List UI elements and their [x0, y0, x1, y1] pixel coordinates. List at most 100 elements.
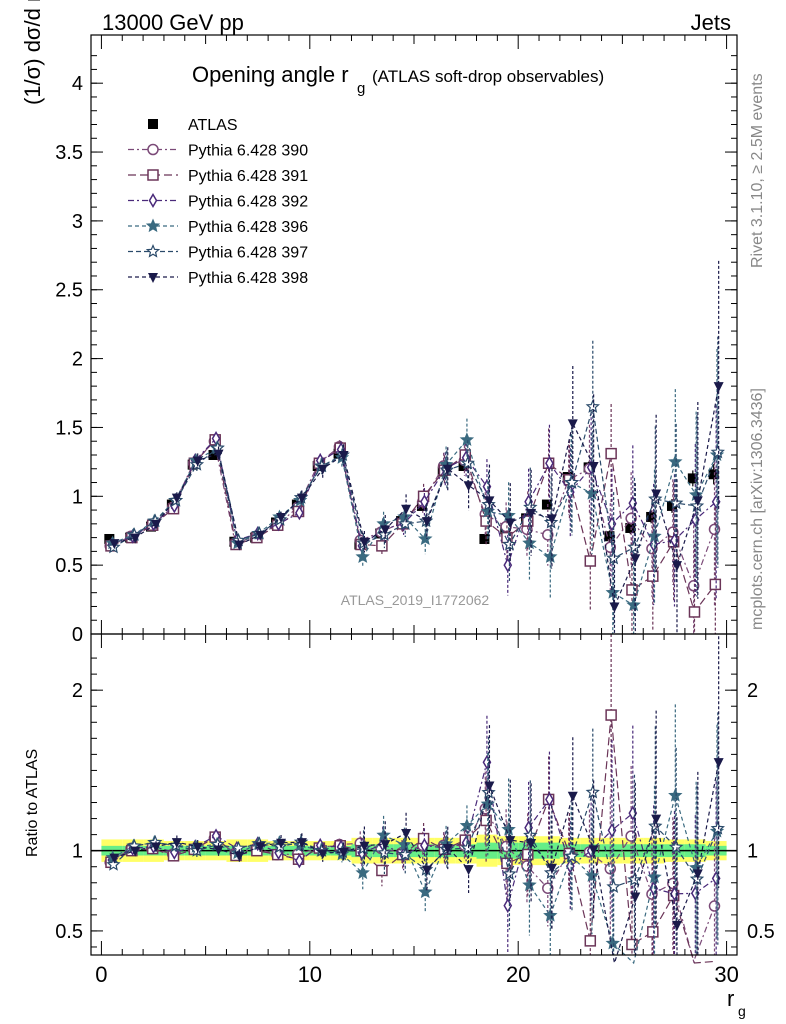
title-sub: g [357, 80, 365, 97]
y-tick-label: 1.5 [55, 417, 83, 439]
point-p398 [442, 464, 453, 475]
ratio-line-p390 [109, 807, 716, 964]
ratio-point-p398 [588, 845, 599, 856]
ratio-point-p392 [503, 898, 513, 914]
point-p398 [359, 537, 370, 548]
ratio-y-tick-label-right: 0.5 [747, 921, 775, 943]
point-p397 [668, 495, 684, 510]
mcplots-info: mcplots.cern.ch [arXiv:1306.3436] [749, 388, 766, 630]
legend-marker-p398 [148, 273, 158, 283]
ratio-y-tick-label: 1 [72, 841, 83, 863]
ratio-point-p398 [421, 865, 432, 876]
y-tick-label: 2 [72, 349, 83, 371]
x-tick-label: 10 [298, 962, 322, 987]
axes: 00.511.522.533.540.5 0.51 12 20 10 20 30 [55, 34, 775, 987]
ratio-point-p392 [295, 853, 304, 869]
point-p391 [584, 555, 597, 567]
ratio-point-p398 [130, 846, 141, 857]
ratio-y-tick-label: 2 [72, 680, 83, 702]
ratio-point-p398 [546, 863, 557, 874]
ratio-point-p392 [670, 886, 679, 902]
point-p398 [651, 489, 662, 500]
ratio-point-p398 [630, 892, 641, 903]
point-p398 [234, 540, 245, 551]
ratio-point-p398 [505, 836, 516, 847]
point-ATLAS [604, 531, 615, 542]
ratio-point-p398 [713, 758, 724, 769]
ratio-y-axis-label: Ratio to ATLAS [24, 749, 41, 857]
ratio-point-p391 [584, 935, 597, 947]
ratio-point-p397 [481, 784, 496, 799]
point-p398 [421, 517, 432, 528]
ratio-point-p397 [648, 818, 663, 833]
legend-marker-p392 [148, 193, 158, 208]
legend-marker-p390 [147, 143, 159, 156]
ratio-point-p398 [338, 847, 349, 858]
point-p398 [276, 512, 287, 523]
point-p391 [376, 540, 388, 552]
ratio-point-p398 [442, 843, 453, 854]
ratio-y-tick-label: 0.5 [55, 921, 83, 943]
point-p398 [713, 382, 724, 393]
ratio-point-p398 [463, 865, 474, 876]
ratio-point-p396 [355, 865, 370, 880]
point-p392 [607, 516, 617, 532]
ratio-line-p396 [112, 793, 718, 965]
point-p396 [355, 549, 370, 563]
point-p396 [626, 597, 641, 612]
ratio-point-p392 [420, 838, 429, 853]
rivet-info: Rivet 3.1.10, ≥ 2.5M events [749, 73, 766, 268]
point-p392 [670, 532, 679, 548]
point-p398 [296, 493, 307, 504]
ratio-point-p398 [213, 845, 224, 856]
y-tick-label: 3.5 [55, 142, 83, 164]
ratio-point-p398 [380, 840, 391, 851]
ratio-point-p398 [692, 869, 703, 880]
ratio-point-p391 [376, 864, 388, 877]
ratio-point-p396 [480, 796, 496, 811]
analysis-watermark: ATLAS_2019_I1772062 [341, 592, 490, 608]
ratio-point-p396 [605, 935, 620, 950]
ratio-point-p396 [501, 822, 516, 836]
point-p398 [380, 525, 391, 536]
ratio-line-p392 [111, 762, 717, 906]
point-p397 [710, 444, 725, 459]
legend-label-p396: Pythia 6.428 396 [188, 219, 308, 236]
ratio-point-p396 [417, 884, 433, 899]
point-p398 [192, 456, 203, 467]
legend: ATLAS Pythia 6.428 390 Pythia 6.428 391 Pyt… [128, 117, 308, 287]
point-p391 [605, 447, 617, 460]
ratio-point-p390 [521, 860, 533, 872]
ratio-point-p398 [567, 791, 578, 802]
point-p398 [671, 561, 682, 572]
point-p398 [130, 533, 141, 544]
ratio-point-p398 [484, 781, 495, 792]
point-p396 [459, 432, 475, 447]
x-tick-label: 20 [506, 962, 530, 987]
ratio-line-p398 [114, 762, 720, 964]
ratio-point-p391 [522, 848, 534, 861]
ratio-point-p391 [605, 709, 617, 721]
ratio-point-p398 [401, 829, 412, 840]
point-p390 [687, 580, 700, 592]
legend-marker-ATLAS [148, 119, 158, 129]
ratio-point-p397 [543, 865, 559, 879]
point-p397 [397, 516, 413, 531]
ratio-point-p397 [627, 872, 642, 886]
ratio-point-p391 [647, 926, 659, 938]
ratio-point-p396 [647, 869, 662, 884]
ratio-point-p398 [234, 851, 245, 862]
point-ATLAS [625, 522, 636, 533]
point-ATLAS [666, 500, 677, 511]
point-p396 [668, 454, 683, 468]
chart-title: Opening angle r g (ATLAS soft-drop obser… [192, 62, 604, 97]
point-p396 [584, 485, 600, 500]
ratio-point-p398 [151, 842, 162, 853]
point-p397 [502, 536, 517, 551]
y-tick-label: 3 [72, 211, 83, 233]
x-tick-label: 30 [714, 962, 738, 987]
point-p390 [625, 512, 637, 525]
y-tick-label: 4 [72, 73, 83, 95]
legend-label-p392: Pythia 6.428 392 [188, 194, 308, 211]
